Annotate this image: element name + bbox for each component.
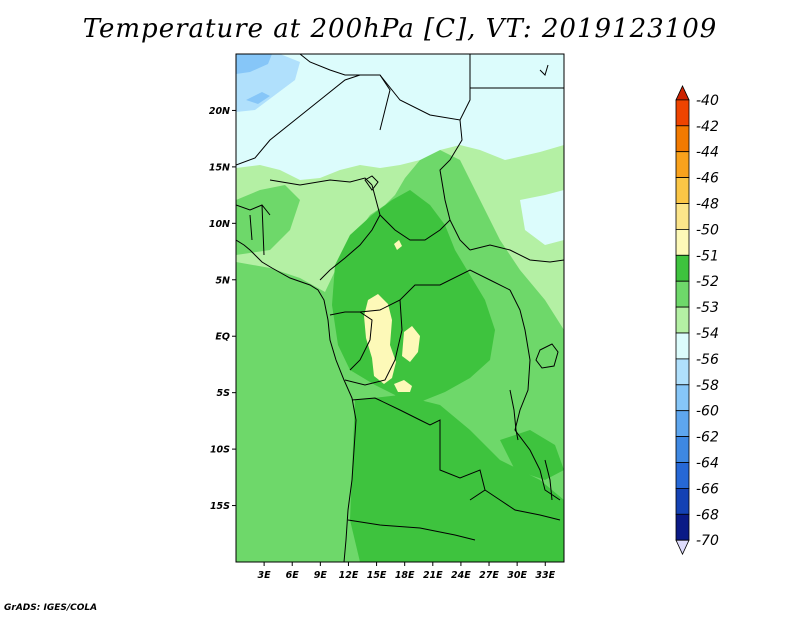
border-drc-zambia (484, 489, 561, 521)
band-58-region (236, 54, 272, 74)
lon-tick-label: 3E (258, 570, 272, 581)
border-chad-car (371, 184, 451, 241)
lat-tick-label: 15N (209, 162, 230, 173)
coastline-west-africa (236, 239, 357, 562)
lon-tick-label: 33E (535, 570, 555, 581)
colorbar-box (675, 410, 690, 438)
grads-credit: GrADS: IGES/COLA (4, 603, 98, 613)
colorbar-label: -66 (696, 481, 719, 497)
lon-tick-label: 21E (423, 570, 443, 581)
colorbar-box (675, 513, 690, 541)
colorbar-labels: -40 -42 -44 -46 -48 -50 -51 -52 -53 -54 -56 -58 -60 -… (696, 93, 719, 549)
colorbar-label: -70 (696, 533, 719, 549)
colorbar-box (675, 384, 690, 412)
lat-tick-label: 5S (217, 388, 231, 399)
lat-tick-label: 15S (210, 501, 230, 512)
colorbar-label: -62 (696, 430, 719, 446)
lon-tick-label: 15E (367, 570, 387, 581)
border-gabon-congo (329, 311, 373, 371)
border-niger-chad (379, 54, 471, 121)
colorbar-box (675, 306, 690, 334)
longitude-axis: 3E 6E 9E 12E 15E 18E 21E 24E 27E 30E 33E (258, 562, 556, 581)
band-58-stripe (246, 92, 270, 104)
lat-tick-label: EQ (215, 332, 230, 343)
lat-tick-label: 20N (209, 106, 230, 117)
lake-malawi (544, 459, 553, 501)
lake-tanganyika (509, 389, 519, 441)
border-car-drc (359, 269, 511, 313)
colorbar-label: -42 (696, 119, 719, 135)
temperature-field (236, 54, 564, 562)
map-title: Temperature at 200hPa [C], VT: 201912310… (82, 14, 718, 44)
colorbar-label: -58 (696, 378, 719, 394)
colorbar-box (675, 151, 690, 178)
lon-tick-label: 12E (339, 570, 359, 581)
border-chad-sudan (439, 119, 471, 251)
colorbar-label: -50 (696, 222, 719, 238)
colorbar-label: -48 (696, 197, 719, 213)
lon-tick-label: 6E (286, 570, 300, 581)
border-cameroon (319, 214, 381, 281)
lon-tick-label: 30E (507, 570, 527, 581)
lat-tick-label: 10S (210, 445, 230, 456)
band-50-south-blob (394, 380, 412, 392)
lake-victoria (535, 343, 559, 369)
lat-tick-label: 10N (209, 219, 230, 230)
colorbar-label: -64 (696, 456, 719, 472)
colorbar-box (675, 487, 690, 515)
colorbar-label: -56 (696, 352, 719, 368)
lon-tick-label: 9E (314, 570, 328, 581)
colorbar-box (675, 462, 690, 489)
lon-tick-label: 18E (395, 570, 415, 581)
colorbar-box (675, 254, 690, 282)
lat-tick-label: 5N (215, 275, 230, 286)
border-sudan-south-sudan (469, 244, 564, 263)
lake-chad (364, 175, 379, 191)
colorbar-box (675, 280, 690, 308)
band-51-south (350, 395, 564, 562)
border-east-africa (509, 289, 561, 501)
band-50-core (364, 294, 396, 384)
border-drc-angola (351, 397, 486, 501)
border-angola-namibia (347, 519, 476, 541)
colorbar-box (675, 358, 690, 386)
country-borders (236, 54, 564, 562)
colorbar-box (675, 203, 690, 230)
colorbar-label: -60 (696, 404, 719, 420)
latitude-axis: 20N 15N 10N 5N EQ 5S 10S 15S (209, 106, 236, 512)
red-sea-coast (539, 64, 549, 76)
colorbar-label: -51 (696, 248, 719, 264)
colorbar-label: -52 (696, 274, 719, 290)
lon-tick-label: 27E (479, 570, 499, 581)
colorbar-box (675, 228, 690, 256)
border-algeria-libya (299, 54, 391, 131)
map-frame (235, 53, 565, 563)
colorbar-box (675, 436, 690, 463)
colorbar-box (675, 332, 690, 360)
colorbar-box (675, 99, 690, 127)
colorbar-boxes (675, 85, 690, 556)
colorbar-label: -46 (696, 171, 719, 187)
colorbar-label: -68 (696, 507, 719, 523)
colorbar-label: -54 (696, 326, 719, 342)
border-west-coast-lines (236, 204, 271, 256)
border-congo-drc (344, 299, 403, 386)
colorbar-top-triangle (675, 85, 690, 101)
band-50-north-spot (394, 240, 402, 250)
band-54-region (236, 54, 564, 180)
colorbar-label: -40 (696, 93, 719, 109)
lon-tick-label: 24E (451, 570, 471, 581)
colorbar-box (675, 177, 690, 204)
band-54-east-strip (520, 190, 564, 245)
colorbar-bottom-triangle (675, 539, 690, 556)
colorbar-box (675, 125, 690, 153)
band-50-east (402, 326, 420, 362)
border-mali-niger (236, 74, 361, 166)
colorbar-label: -53 (696, 300, 719, 316)
colorbar-label: -44 (696, 145, 719, 161)
